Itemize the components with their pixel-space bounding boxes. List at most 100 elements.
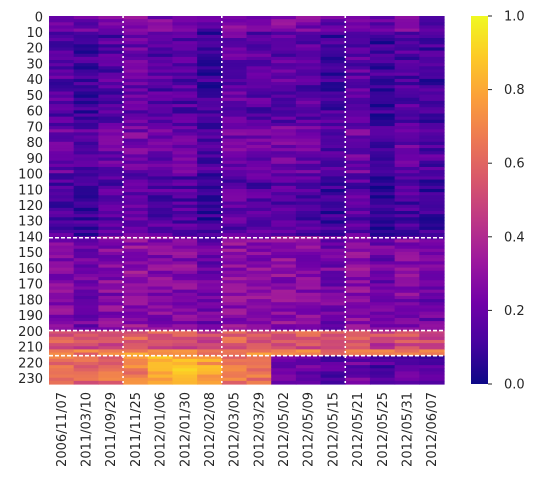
heatmap-cell bbox=[98, 198, 124, 203]
heatmap-cell bbox=[320, 151, 346, 155]
heatmap-cell bbox=[271, 157, 297, 162]
heatmap-cell bbox=[49, 211, 75, 215]
heatmap-cell bbox=[123, 166, 149, 171]
heatmap-cell bbox=[246, 283, 272, 288]
heatmap-cell bbox=[98, 53, 124, 58]
heatmap-cell bbox=[98, 66, 124, 71]
heatmap-cell bbox=[369, 289, 396, 294]
heatmap-cell bbox=[73, 173, 99, 178]
heatmap-cell bbox=[123, 170, 149, 174]
heatmap-cell bbox=[369, 75, 396, 80]
heatmap-cell bbox=[345, 91, 371, 96]
heatmap-cell bbox=[320, 25, 346, 30]
heatmap-cell bbox=[221, 22, 248, 27]
heatmap-cell bbox=[369, 119, 396, 124]
heatmap-cell bbox=[394, 104, 420, 108]
heatmap-cell bbox=[320, 110, 346, 115]
heatmap-cell bbox=[246, 69, 272, 74]
heatmap-cell bbox=[172, 44, 198, 49]
heatmap-cell bbox=[394, 239, 420, 244]
heatmap-cell bbox=[320, 179, 346, 184]
heatmap-cell bbox=[345, 141, 371, 146]
heatmap-cell bbox=[73, 107, 99, 111]
heatmap-cell bbox=[295, 211, 322, 215]
heatmap-cell bbox=[246, 113, 272, 118]
heatmap-cell bbox=[345, 374, 371, 379]
heatmap-cell bbox=[172, 311, 198, 316]
heatmap-cell bbox=[197, 242, 223, 247]
heatmap-cell bbox=[369, 129, 396, 133]
heatmap-cell bbox=[98, 69, 124, 74]
heatmap-cell bbox=[271, 126, 297, 130]
heatmap-cell bbox=[246, 270, 272, 275]
heatmap-cell bbox=[271, 343, 297, 347]
heatmap-cell bbox=[98, 229, 124, 234]
heatmap-cell bbox=[419, 339, 445, 344]
heatmap-cell bbox=[246, 148, 272, 152]
heatmap-cell bbox=[320, 295, 346, 300]
heatmap-cell bbox=[147, 157, 174, 162]
heatmap-cell bbox=[394, 255, 420, 259]
heatmap-cell bbox=[295, 16, 322, 20]
heatmap-cell bbox=[419, 34, 445, 39]
heatmap-cell bbox=[271, 355, 297, 360]
heatmap-cell bbox=[369, 44, 396, 49]
heatmap-cell bbox=[394, 207, 420, 212]
heatmap-cell bbox=[345, 170, 371, 174]
heatmap-cell bbox=[147, 69, 174, 74]
heatmap-cell bbox=[271, 371, 297, 376]
heatmap-cell bbox=[147, 371, 174, 376]
heatmap-cell bbox=[73, 355, 99, 360]
heatmap-cell bbox=[295, 78, 322, 83]
heatmap-cell bbox=[172, 330, 198, 335]
heatmap-cell bbox=[345, 214, 371, 218]
heatmap-cell bbox=[147, 41, 174, 45]
heatmap-cell bbox=[246, 211, 272, 215]
heatmap-cell bbox=[419, 280, 445, 284]
heatmap-cell bbox=[73, 365, 99, 369]
y-tick-label: 60 bbox=[26, 105, 43, 120]
heatmap-cell bbox=[394, 31, 420, 36]
heatmap-cell bbox=[271, 144, 297, 149]
x-tick-label: 2012/06/07 bbox=[425, 392, 440, 467]
heatmap-cell bbox=[172, 173, 198, 178]
heatmap-cell bbox=[221, 223, 248, 228]
heatmap-cell bbox=[172, 160, 198, 165]
heatmap-cell bbox=[394, 160, 420, 165]
heatmap-cell bbox=[394, 226, 420, 231]
heatmap-cell bbox=[123, 122, 149, 127]
heatmap-cell bbox=[246, 16, 272, 20]
heatmap-cell bbox=[221, 374, 248, 379]
heatmap-cell bbox=[123, 302, 149, 306]
heatmap-cell bbox=[197, 324, 223, 328]
heatmap-cell bbox=[172, 119, 198, 124]
heatmap-cell bbox=[123, 204, 149, 209]
heatmap-cell bbox=[49, 107, 75, 111]
heatmap-cell bbox=[271, 182, 297, 187]
heatmap-cell bbox=[320, 289, 346, 294]
heatmap-cell bbox=[369, 245, 396, 250]
heatmap-cell bbox=[197, 343, 223, 347]
heatmap-cell bbox=[295, 365, 322, 369]
heatmap-cell bbox=[172, 66, 198, 71]
heatmap-cell bbox=[369, 154, 396, 159]
heatmap-cell bbox=[295, 34, 322, 39]
heatmap-cell bbox=[123, 100, 149, 105]
heatmap-cell bbox=[345, 380, 371, 385]
y-tick-label: 220 bbox=[18, 356, 43, 371]
heatmap-cell bbox=[394, 157, 420, 162]
heatmap-cell bbox=[172, 107, 198, 111]
heatmap-cell bbox=[394, 182, 420, 187]
heatmap-cell bbox=[246, 160, 272, 165]
heatmap-cell bbox=[147, 141, 174, 146]
heatmap-cell bbox=[172, 346, 198, 351]
heatmap-cell bbox=[123, 25, 149, 30]
heatmap-cell bbox=[419, 308, 445, 313]
heatmap-cell bbox=[123, 358, 149, 363]
heatmap-cell bbox=[221, 330, 248, 335]
heatmap-cell bbox=[369, 211, 396, 215]
heatmap-cell bbox=[98, 317, 124, 322]
heatmap-cell bbox=[73, 264, 99, 269]
heatmap-cell bbox=[98, 116, 124, 121]
